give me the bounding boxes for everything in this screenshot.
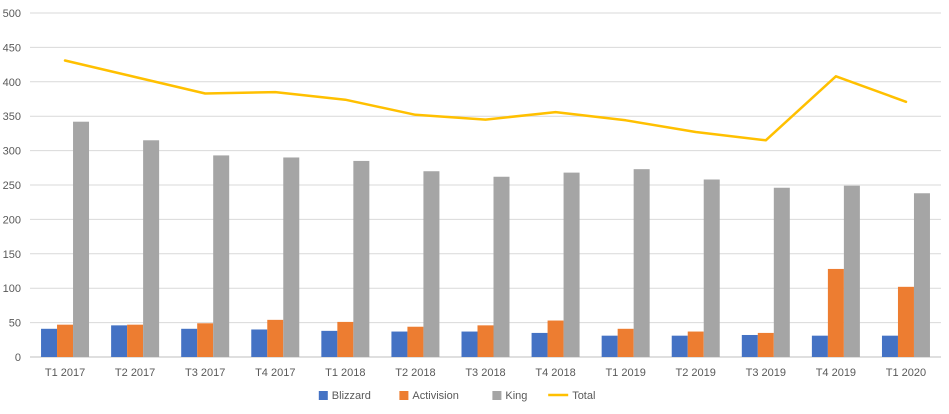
bar-activision-8 — [617, 328, 634, 357]
bar-blizzard-4 — [321, 330, 338, 357]
y-tick-label: 0 — [15, 352, 21, 364]
x-tick-label: T1 2018 — [325, 367, 365, 379]
bar-activision-4 — [337, 321, 354, 357]
bar-king-10 — [773, 187, 790, 357]
line-layer — [63, 59, 908, 142]
bar-activision-11 — [827, 268, 844, 357]
bar-activision-9 — [687, 331, 704, 357]
bar-activision-0 — [57, 324, 74, 357]
bar-king-12 — [913, 193, 930, 357]
x-tick-label: T1 2020 — [886, 367, 926, 379]
line-total — [63, 59, 908, 142]
bar-blizzard-1 — [111, 325, 128, 357]
y-tick-label: 350 — [3, 111, 21, 123]
bar-blizzard-12 — [881, 335, 898, 357]
bar-activision-2 — [197, 323, 214, 357]
bar-blizzard-10 — [741, 334, 758, 357]
x-tick-label: T4 2017 — [255, 367, 295, 379]
bar-king-1 — [143, 140, 160, 357]
bar-king-6 — [493, 176, 510, 357]
x-tick-label: T1 2017 — [45, 367, 85, 379]
bar-layer — [41, 121, 930, 357]
legend-swatch — [492, 391, 502, 400]
bar-king-5 — [423, 171, 440, 357]
y-tick-label: 500 — [3, 8, 21, 20]
bar-activision-7 — [547, 320, 564, 357]
x-axis-ticks: T1 2017 T2 2017 T3 2017 T4 2017 T1 2018 T2 20… — [45, 367, 926, 379]
legend-item-blizzard: Blizzard — [318, 390, 371, 402]
legend-label: Blizzard — [332, 390, 371, 402]
x-tick-label: T2 2019 — [676, 367, 716, 379]
y-tick-label: 450 — [3, 42, 21, 54]
bar-blizzard-5 — [391, 331, 408, 357]
grid-layer — [30, 12, 941, 358]
bar-king-9 — [703, 179, 720, 357]
bar-king-7 — [563, 172, 580, 357]
x-tick-label: T4 2018 — [535, 367, 575, 379]
bar-blizzard-9 — [671, 335, 688, 357]
y-tick-label: 250 — [3, 180, 21, 192]
bar-blizzard-2 — [181, 328, 198, 357]
bar-blizzard-7 — [531, 332, 548, 357]
y-tick-label: 400 — [3, 77, 21, 89]
bar-king-11 — [843, 185, 860, 357]
legend-label: Activision — [412, 390, 458, 402]
legend: Blizzard Activision King Total — [318, 390, 595, 402]
x-tick-label: T2 2017 — [115, 367, 155, 379]
x-tick-label: T3 2017 — [185, 367, 225, 379]
y-tick-label: 150 — [3, 249, 21, 261]
bar-king-2 — [213, 155, 230, 357]
legend-swatch — [318, 391, 328, 400]
bar-activision-12 — [897, 286, 914, 357]
bar-blizzard-11 — [811, 335, 828, 357]
bar-activision-6 — [477, 325, 494, 357]
y-tick-label: 100 — [3, 283, 21, 295]
legend-item-activision: Activision — [399, 390, 459, 402]
legend-item-king: King — [492, 390, 527, 402]
x-tick-label: T3 2018 — [465, 367, 505, 379]
bar-blizzard-0 — [41, 328, 58, 357]
y-tick-label: 50 — [9, 318, 21, 330]
x-tick-label: T2 2018 — [395, 367, 435, 379]
legend-item-total: Total — [548, 390, 595, 402]
bar-king-0 — [73, 121, 90, 357]
legend-label: King — [505, 390, 527, 402]
y-tick-label: 300 — [3, 146, 21, 158]
legend-label: Total — [572, 390, 595, 402]
x-tick-label: T4 2019 — [816, 367, 856, 379]
bar-activision-3 — [267, 319, 284, 357]
y-axis-ticks: 0 50 100 150 200 250 300 350 400 450 500 — [3, 8, 21, 364]
legend-swatch — [399, 391, 409, 400]
bar-blizzard-8 — [601, 335, 618, 357]
x-tick-label: T1 2019 — [605, 367, 645, 379]
bar-blizzard-3 — [251, 329, 268, 357]
bar-blizzard-6 — [461, 331, 478, 357]
bar-activision-1 — [127, 324, 144, 357]
bar-king-3 — [283, 157, 300, 357]
x-tick-label: T3 2019 — [746, 367, 786, 379]
bar-king-4 — [353, 160, 370, 357]
y-tick-label: 200 — [3, 214, 21, 226]
bar-activision-10 — [757, 332, 774, 357]
bar-king-8 — [633, 169, 650, 357]
bar-activision-5 — [407, 326, 424, 357]
